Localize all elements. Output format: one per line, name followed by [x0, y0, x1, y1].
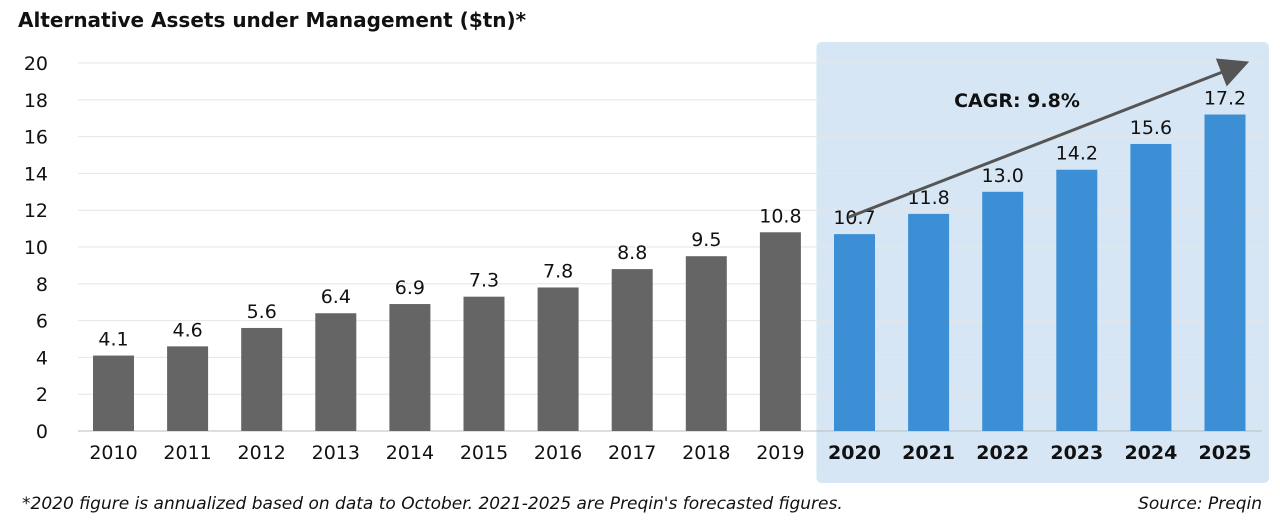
x-tick-label: 2017 [608, 442, 656, 464]
value-label: 6.4 [321, 286, 351, 308]
bar-2022 [982, 191, 1024, 431]
x-tick-label: 2010 [89, 442, 137, 464]
bar-2021 [908, 213, 950, 431]
x-tick-label: 2024 [1124, 442, 1177, 464]
x-tick-label: 2025 [1199, 442, 1252, 464]
x-tick-label: 2018 [682, 442, 730, 464]
bar-2023 [1056, 169, 1098, 431]
x-tick-label: 2021 [902, 442, 955, 464]
x-tick-label: 2015 [460, 442, 508, 464]
y-tick-label: 8 [36, 274, 48, 296]
y-tick-label: 12 [24, 200, 48, 222]
x-tick-label: 2013 [312, 442, 360, 464]
bar-2010 [93, 355, 134, 431]
x-tick-label: 2011 [163, 442, 211, 464]
cagr-annotation: CAGR: 9.8% [954, 90, 1080, 112]
bar-2019 [759, 232, 801, 431]
value-label: 7.8 [543, 260, 573, 282]
value-label: 15.6 [1130, 117, 1172, 139]
y-tick-label: 2 [36, 384, 48, 406]
bar-2018 [685, 256, 727, 431]
footnote: *2020 figure is annualized based on data… [22, 494, 843, 514]
value-label: 14.2 [1056, 143, 1098, 165]
x-tick-label: 2020 [828, 442, 881, 464]
y-tick-label: 20 [24, 53, 48, 75]
value-label: 9.5 [691, 229, 721, 251]
value-label: 10.7 [833, 207, 875, 229]
bar-2017 [611, 269, 653, 431]
y-tick-label: 6 [36, 311, 48, 333]
value-label: 4.6 [172, 319, 202, 341]
x-tick-label: 2022 [976, 442, 1029, 464]
x-tick-label: 2016 [534, 442, 582, 464]
value-label: 17.2 [1204, 88, 1246, 110]
y-tick-label: 16 [24, 127, 48, 149]
bar-2012 [241, 327, 283, 431]
source-note: Source: Preqin [1138, 494, 1262, 514]
bar-2014 [389, 304, 431, 431]
y-tick-label: 0 [36, 421, 48, 443]
x-tick-label: 2014 [386, 442, 434, 464]
value-label: 5.6 [247, 301, 277, 323]
x-tick-label: 2012 [238, 442, 286, 464]
value-label: 8.8 [617, 242, 647, 264]
bar-2020 [834, 234, 875, 431]
chart-title: Alternative Assets under Management ($tn… [18, 8, 527, 32]
bar-2016 [537, 287, 579, 431]
value-label: 13.0 [982, 165, 1024, 187]
cagr-arrow [847, 58, 1250, 219]
value-label: 4.1 [98, 329, 128, 351]
value-label: 7.3 [469, 270, 499, 292]
y-tick-label: 10 [24, 237, 48, 259]
x-tick-label: 2023 [1050, 442, 1103, 464]
value-label: 11.8 [907, 187, 949, 209]
value-label: 10.8 [759, 205, 801, 227]
bar-2015 [463, 296, 505, 431]
value-label: 6.9 [395, 277, 425, 299]
bar-2025 [1204, 114, 1246, 432]
bar-2024 [1130, 143, 1172, 431]
x-tick-label: 2019 [756, 442, 804, 464]
bar-2011 [167, 346, 209, 431]
y-tick-label: 14 [24, 163, 48, 185]
y-tick-label: 4 [36, 347, 48, 369]
bar-2013 [315, 313, 357, 431]
y-tick-label: 18 [24, 90, 48, 112]
